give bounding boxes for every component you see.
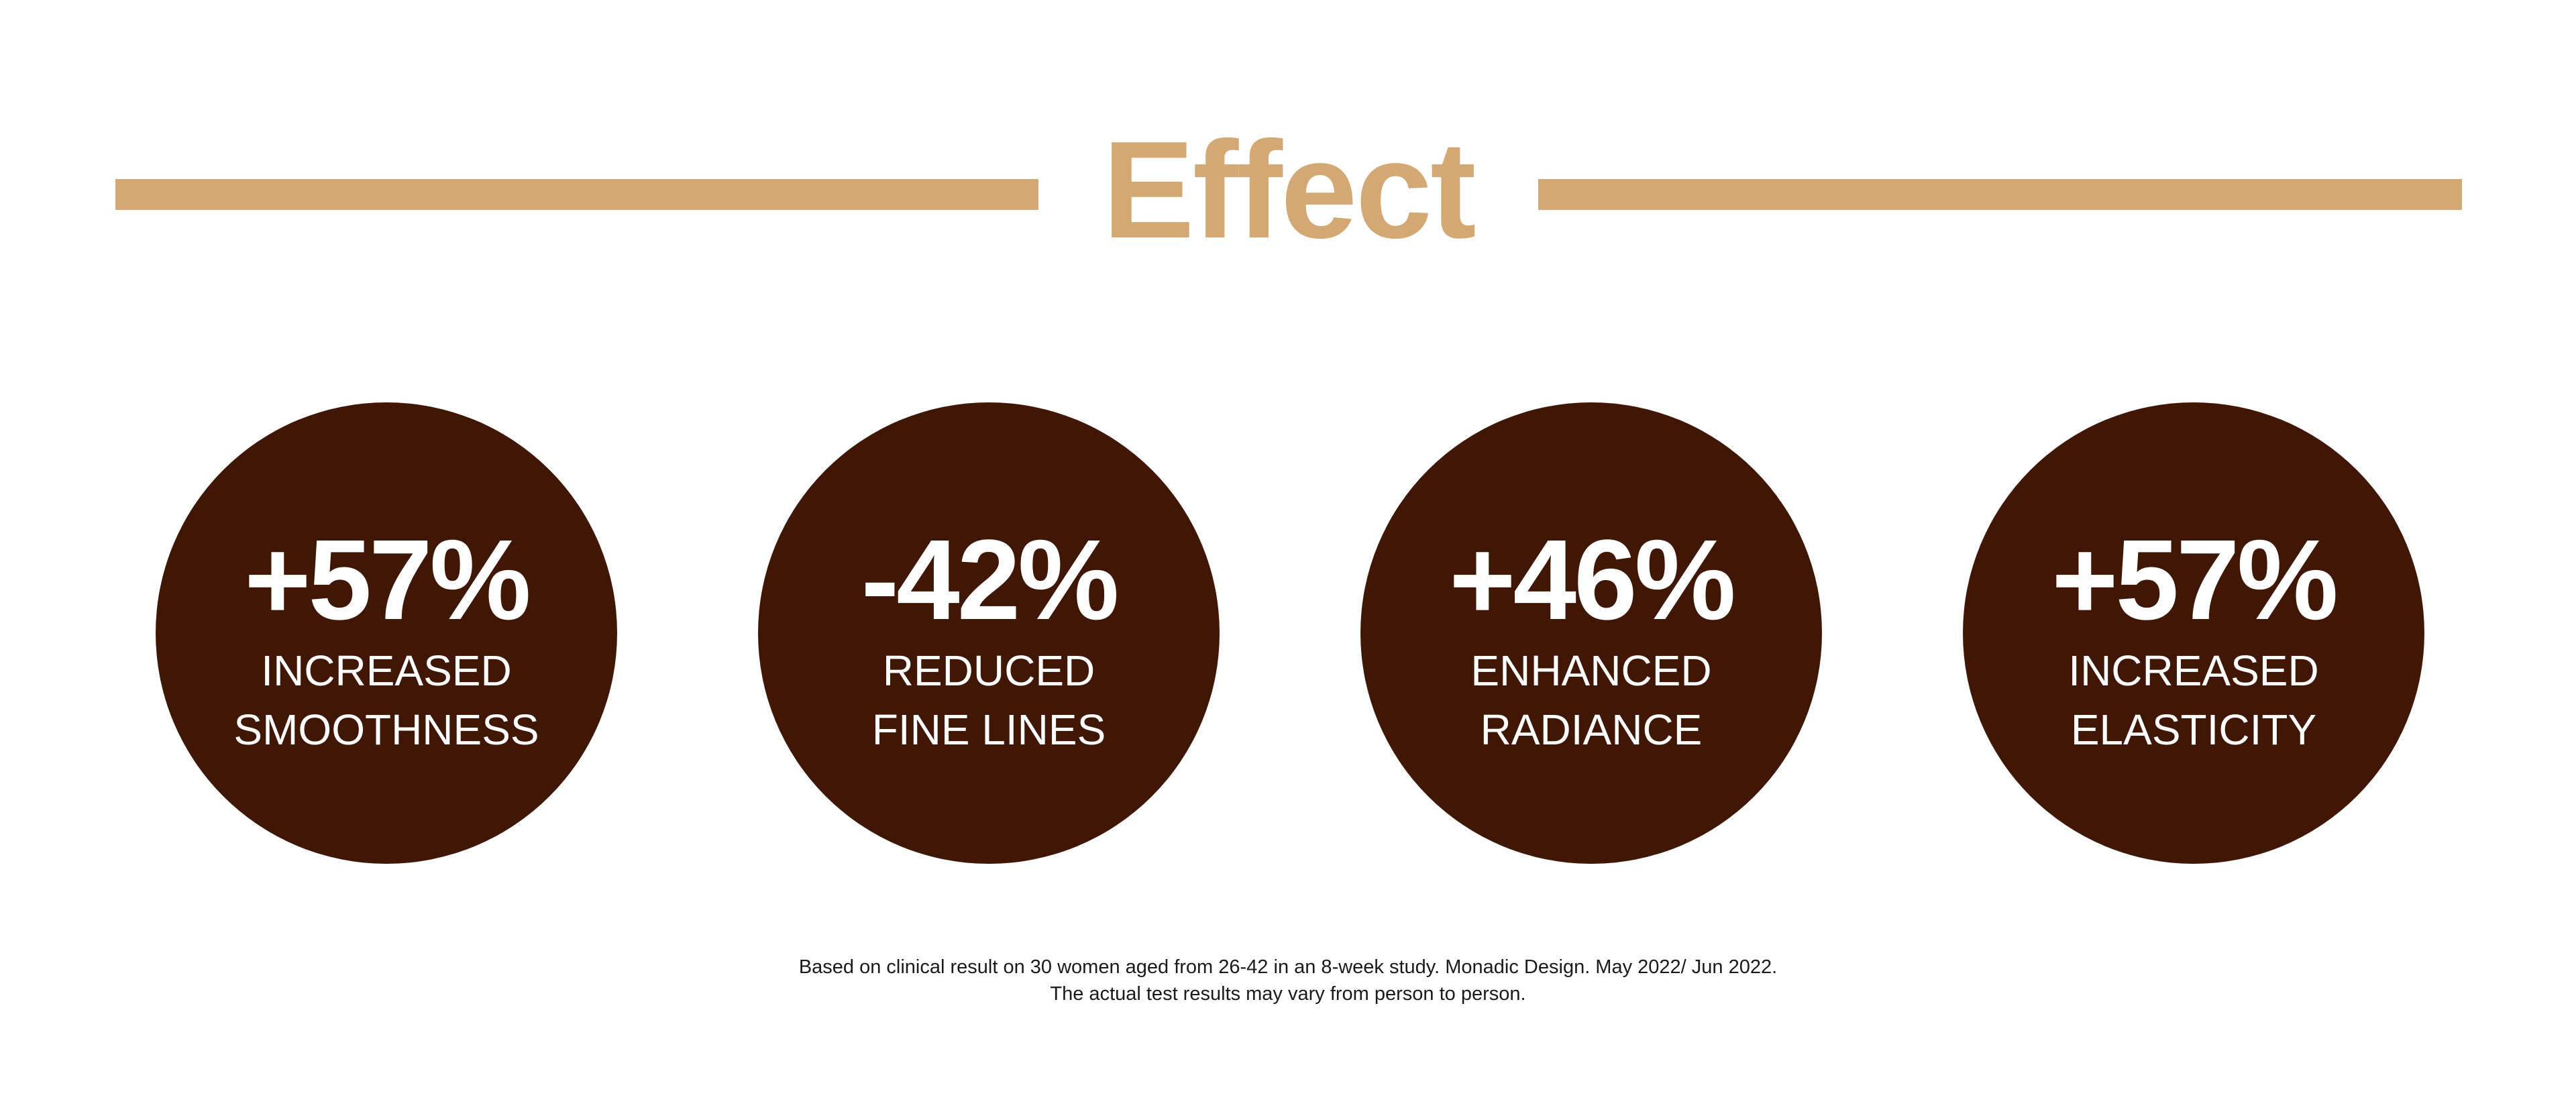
stat-circle-fine-lines: -42% REDUCED FINE LINES	[758, 402, 1220, 864]
stat-circle-smoothness: +57% INCREASED SMOOTHNESS	[156, 402, 617, 864]
stat-value: -42%	[861, 516, 1120, 644]
stat-label-line2: SMOOTHNESS	[233, 706, 539, 754]
stat-value: +57%	[244, 516, 531, 644]
stat-value: +46%	[1449, 516, 1736, 644]
footnote-line2: The actual test results may vary from pe…	[1050, 983, 1526, 1005]
footnote-line1: Based on clinical result on 30 women age…	[798, 956, 1778, 978]
header-divider-right	[1538, 179, 2462, 210]
stat-label-line1: INCREASED	[261, 647, 512, 695]
page-title: Effect	[1102, 113, 1476, 267]
stat-label-line1: REDUCED	[882, 647, 1095, 695]
stat-circle-radiance: +46% ENHANCED RADIANCE	[1360, 402, 1822, 864]
stat-label-line1: INCREASED	[2068, 647, 2319, 695]
stat-label-line2: ELASTICITY	[2070, 706, 2317, 754]
stat-value: +57%	[2051, 516, 2339, 644]
stat-circle-elasticity: +57% INCREASED ELASTICITY	[1963, 402, 2424, 864]
stat-label-line2: FINE LINES	[871, 706, 1106, 754]
stat-label-line1: ENHANCED	[1470, 647, 1712, 695]
stat-label-line2: RADIANCE	[1480, 706, 1703, 754]
header-divider-left	[115, 179, 1038, 210]
